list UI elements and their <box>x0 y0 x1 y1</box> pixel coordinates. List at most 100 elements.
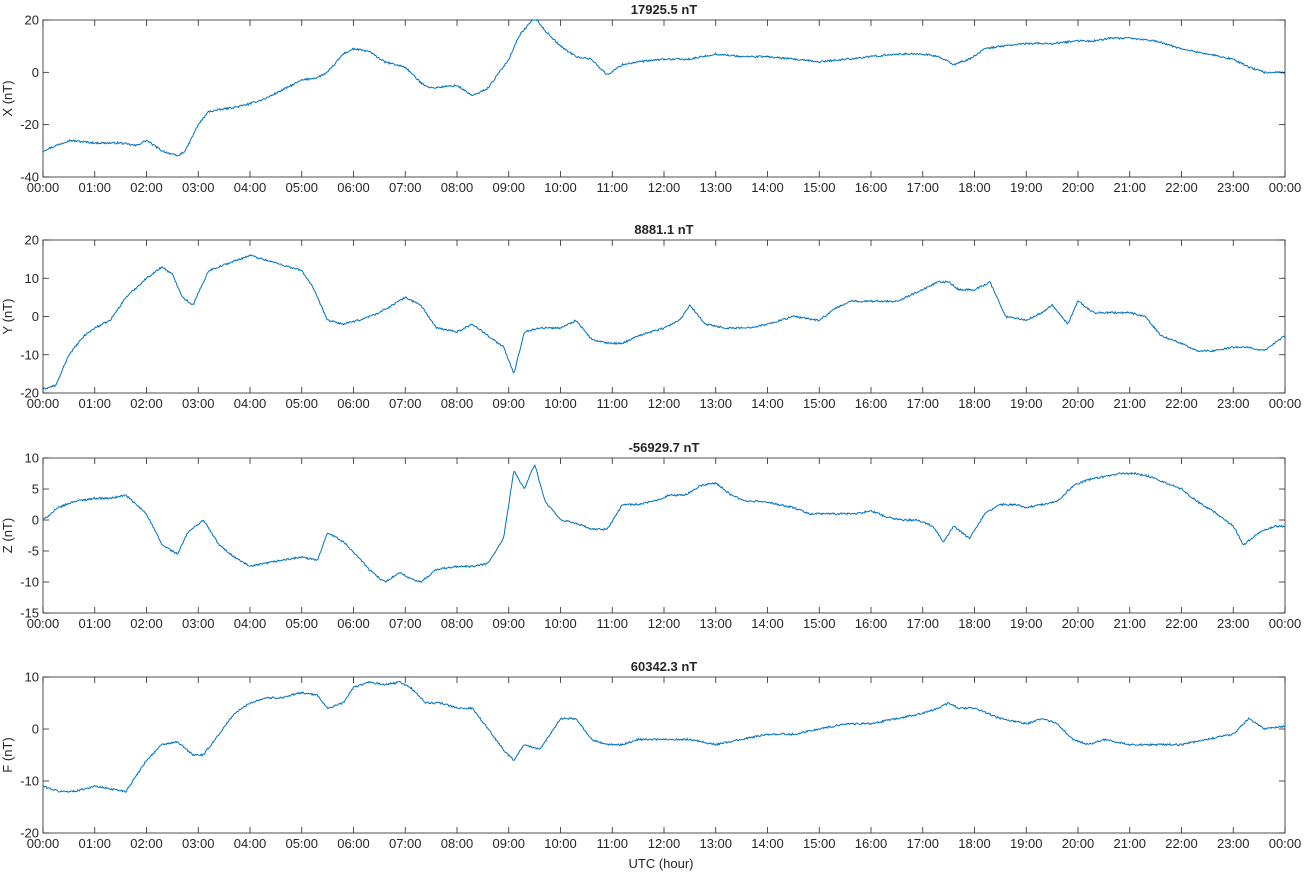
x-tick-label: 12:00 <box>648 836 681 851</box>
y-tick-label: -40 <box>20 170 39 185</box>
x-tick-label: 13:00 <box>699 836 732 851</box>
x-tick-label: 20:00 <box>1062 396 1095 411</box>
x-tick-label: 04:00 <box>234 180 267 195</box>
y-axis-label: X (nT) <box>0 80 15 116</box>
x-tick-label: 07:00 <box>389 180 422 195</box>
x-tick-label: 05:00 <box>285 616 318 631</box>
x-tick-label: 04:00 <box>234 616 267 631</box>
series-line <box>42 464 1286 584</box>
x-tick-label: 16:00 <box>855 836 888 851</box>
y-tick-label: -15 <box>20 606 39 621</box>
x-tick-label: 00:00 <box>1269 836 1302 851</box>
x-tick-label: 15:00 <box>803 180 836 195</box>
x-tick-label: 08:00 <box>441 616 474 631</box>
x-tick-label: 08:00 <box>441 396 474 411</box>
x-tick-label: 08:00 <box>441 836 474 851</box>
y-tick-label: -20 <box>20 117 39 132</box>
y-axis-label: F (nT) <box>0 737 15 772</box>
x-tick-label: 19:00 <box>1010 396 1043 411</box>
x-tick-label: 22:00 <box>1165 396 1198 411</box>
series-line <box>42 253 1286 390</box>
panel-z: 00:00 01:00 02:00 03:00 04:00 05:00 06:00 07:00… <box>0 440 1301 631</box>
x-tick-label: 10:00 <box>544 396 577 411</box>
x-tick-label: 00:00 <box>27 836 60 851</box>
x-tick-label: 00:00 <box>1269 180 1302 195</box>
x-tick-label: 06:00 <box>337 836 370 851</box>
y-tick-label: 0 <box>32 722 39 737</box>
x-tick-label: 23:00 <box>1217 396 1250 411</box>
x-tick-label: 16:00 <box>855 396 888 411</box>
x-tick-label: 18:00 <box>958 616 991 631</box>
x-tick-label: 15:00 <box>803 616 836 631</box>
x-tick-label: 21:00 <box>1113 180 1146 195</box>
y-tick-label: 10 <box>25 670 39 685</box>
x-tick-label: 13:00 <box>699 396 732 411</box>
plot-frame <box>42 19 1286 178</box>
plot-frame <box>42 239 1286 394</box>
panel-y: 00:00 01:00 02:00 03:00 04:00 05:00 06:00 07:00… <box>0 222 1301 411</box>
x-tick-label: 06:00 <box>337 396 370 411</box>
x-tick-label: 16:00 <box>855 180 888 195</box>
y-tick-label: -10 <box>20 774 39 789</box>
y-axis-label: Y (nT) <box>0 299 15 335</box>
x-axis-label: UTC (hour) <box>628 856 693 871</box>
x-tick-label: 09:00 <box>492 836 525 851</box>
x-tick-label: 10:00 <box>544 180 577 195</box>
y-tick-label: -10 <box>20 347 39 362</box>
x-tick-label: 14:00 <box>751 180 784 195</box>
x-tick-label: 22:00 <box>1165 836 1198 851</box>
y-tick-label: -20 <box>20 386 39 401</box>
x-tick-label: 12:00 <box>648 180 681 195</box>
x-tick-label: 12:00 <box>648 396 681 411</box>
x-tick-label: 00:00 <box>1269 616 1302 631</box>
x-tick-label: 06:00 <box>337 180 370 195</box>
x-tick-label: 11:00 <box>596 396 628 411</box>
x-tick-label: 21:00 <box>1113 836 1146 851</box>
panel-title: -56929.7 nT <box>629 440 700 455</box>
x-tick-label: 11:00 <box>596 180 628 195</box>
x-tick-label: 06:00 <box>337 616 370 631</box>
x-tick-label: 20:00 <box>1062 616 1095 631</box>
x-tick-label: 05:00 <box>285 836 318 851</box>
x-tick-label: 22:00 <box>1165 616 1198 631</box>
x-tick-label: 20:00 <box>1062 836 1095 851</box>
x-tick-label: 19:00 <box>1010 180 1043 195</box>
panel-title: 8881.1 nT <box>634 222 693 237</box>
x-tick-label: 05:00 <box>285 396 318 411</box>
panel-x: 00:00 01:00 02:00 03:00 04:00 05:00 06:00 07:00… <box>0 2 1301 195</box>
x-tick-label: 01:00 <box>78 836 111 851</box>
x-tick-label: 14:00 <box>751 396 784 411</box>
x-tick-label: 02:00 <box>130 616 163 631</box>
y-tick-label: 20 <box>25 233 39 248</box>
x-tick-label: 15:00 <box>803 396 836 411</box>
y-tick-label: 0 <box>32 513 39 528</box>
y-tick-label: 0 <box>32 309 39 324</box>
x-tick-label: 03:00 <box>182 836 215 851</box>
x-tick-label: 02:00 <box>130 836 163 851</box>
x-tick-label: 15:00 <box>803 836 836 851</box>
x-tick-label: 03:00 <box>182 616 215 631</box>
x-tick-label: 10:00 <box>544 836 577 851</box>
plot-frame <box>42 457 1286 614</box>
x-tick-label: 11:00 <box>596 836 628 851</box>
x-tick-label: 19:00 <box>1010 836 1043 851</box>
x-tick-label: 01:00 <box>78 396 111 411</box>
x-tick-label: 00:00 <box>27 396 60 411</box>
x-tick-label: 00:00 <box>1269 396 1302 411</box>
y-tick-label: -10 <box>20 575 39 590</box>
x-tick-label: 18:00 <box>958 396 991 411</box>
x-tick-label: 23:00 <box>1217 180 1250 195</box>
x-tick-label: 01:00 <box>78 180 111 195</box>
x-tick-label: 13:00 <box>699 616 732 631</box>
x-tick-label: 03:00 <box>182 396 215 411</box>
x-tick-label: 21:00 <box>1113 396 1146 411</box>
x-tick-label: 17:00 <box>906 396 939 411</box>
x-tick-label: 21:00 <box>1113 616 1146 631</box>
series-line <box>42 19 1286 157</box>
x-tick-label: 09:00 <box>492 616 525 631</box>
x-tick-label: 02:00 <box>130 180 163 195</box>
x-tick-label: 11:00 <box>596 616 628 631</box>
x-tick-label: 18:00 <box>958 180 991 195</box>
panel-title: 60342.3 nT <box>631 659 698 674</box>
